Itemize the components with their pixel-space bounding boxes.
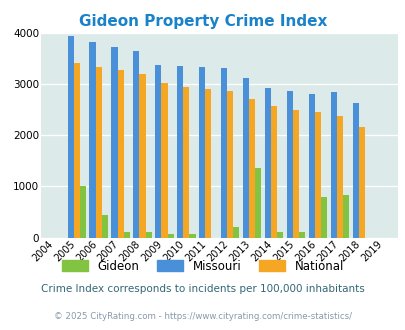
- Text: Gideon Property Crime Index: Gideon Property Crime Index: [79, 14, 326, 29]
- Bar: [242, 78, 248, 238]
- Bar: [117, 70, 124, 238]
- Bar: [89, 42, 96, 238]
- Bar: [233, 227, 239, 238]
- Bar: [139, 74, 145, 238]
- Bar: [74, 63, 80, 238]
- Bar: [320, 197, 326, 238]
- Bar: [155, 65, 161, 238]
- Text: © 2025 CityRating.com - https://www.cityrating.com/crime-statistics/: © 2025 CityRating.com - https://www.city…: [54, 312, 351, 321]
- Bar: [330, 92, 336, 238]
- Bar: [80, 186, 86, 238]
- Bar: [220, 68, 226, 238]
- Bar: [255, 168, 261, 238]
- Bar: [96, 67, 102, 238]
- Bar: [292, 110, 298, 238]
- Bar: [314, 112, 320, 238]
- Bar: [124, 232, 130, 238]
- Bar: [336, 116, 342, 238]
- Bar: [102, 214, 108, 238]
- Bar: [183, 87, 189, 238]
- Bar: [308, 94, 314, 238]
- Bar: [67, 36, 74, 238]
- Bar: [145, 232, 151, 238]
- Bar: [205, 89, 211, 238]
- Bar: [286, 91, 292, 238]
- Bar: [298, 232, 305, 238]
- Bar: [352, 103, 358, 238]
- Legend: Gideon, Missouri, National: Gideon, Missouri, National: [57, 255, 348, 278]
- Bar: [226, 91, 233, 238]
- Text: Crime Index corresponds to incidents per 100,000 inhabitants: Crime Index corresponds to incidents per…: [41, 284, 364, 294]
- Bar: [167, 234, 173, 238]
- Bar: [133, 51, 139, 238]
- Bar: [198, 67, 205, 238]
- Bar: [248, 100, 255, 238]
- Bar: [161, 82, 167, 238]
- Bar: [270, 106, 277, 238]
- Bar: [177, 66, 183, 238]
- Bar: [111, 47, 117, 238]
- Bar: [189, 234, 195, 238]
- Bar: [264, 88, 270, 238]
- Bar: [358, 127, 364, 238]
- Bar: [277, 232, 283, 238]
- Bar: [342, 195, 348, 238]
